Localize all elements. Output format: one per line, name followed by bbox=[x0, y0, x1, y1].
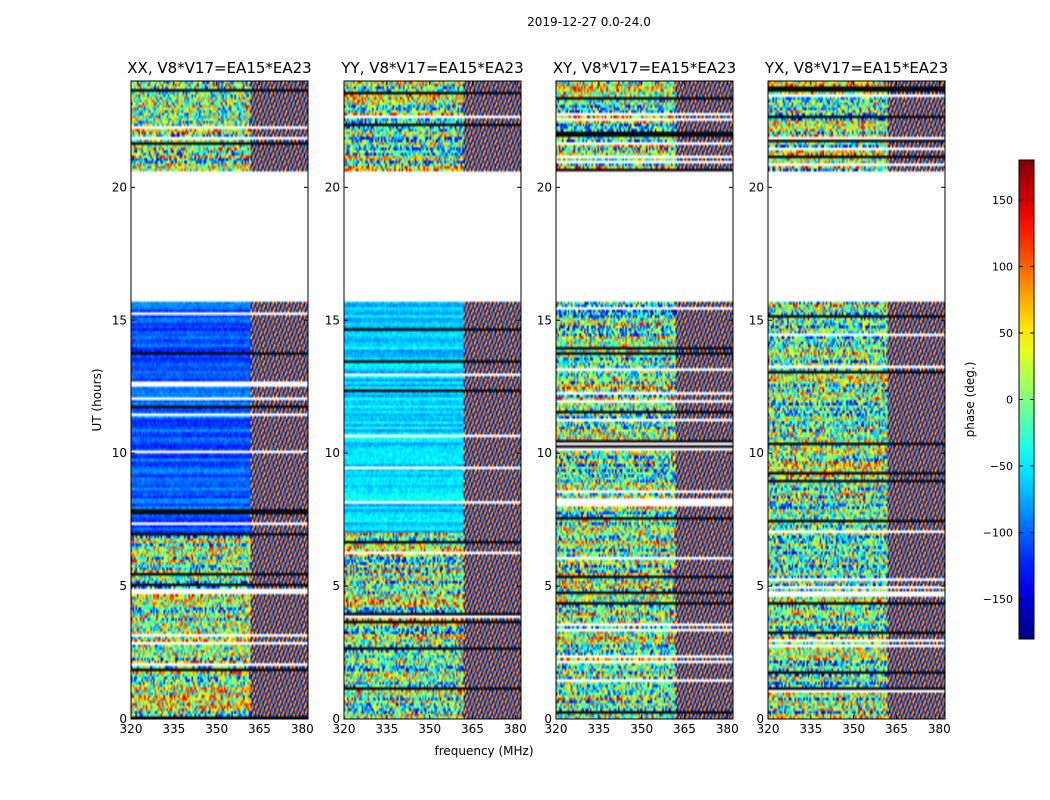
y-tick-label: 5 bbox=[332, 579, 340, 593]
colorbar-tick-label: 50 bbox=[999, 327, 1013, 340]
x-tick-label: 320 bbox=[545, 722, 568, 736]
y-tick-label: 0 bbox=[119, 712, 127, 726]
panel-yx: YX, V8*V17=EA15*EA23 320 335 350 365 380 0 5 10 1… bbox=[749, 59, 951, 736]
y-tick-label: 5 bbox=[756, 579, 764, 593]
heatmap-image bbox=[768, 81, 945, 719]
colorbar-tick-label: 150 bbox=[992, 194, 1013, 207]
y-tick-label: 10 bbox=[749, 446, 764, 460]
x-tick-label: 335 bbox=[162, 722, 185, 736]
y-axis-label: UT (hours) bbox=[90, 368, 104, 431]
panel-frame bbox=[130, 80, 309, 720]
x-tick-label: 350 bbox=[205, 722, 228, 736]
panel-title: YX, V8*V17=EA15*EA23 bbox=[764, 59, 948, 77]
colorbar-tick-label: 100 bbox=[992, 260, 1013, 273]
colorbar-label: phase (deg.) bbox=[963, 362, 977, 438]
y-tick-label: 10 bbox=[325, 446, 340, 460]
heatmap-image bbox=[556, 81, 733, 719]
figure-suptitle: 2019-12-27 0.0-24.0 bbox=[527, 15, 651, 29]
panel-title: XY, V8*V17=EA15*EA23 bbox=[553, 59, 736, 77]
x-tick-label: 365 bbox=[461, 722, 484, 736]
panel-frame bbox=[343, 80, 522, 720]
y-tick-label: 20 bbox=[325, 180, 340, 194]
x-tick-label: 350 bbox=[418, 722, 441, 736]
y-tick-label: 20 bbox=[537, 180, 552, 194]
y-tick-label: 0 bbox=[756, 712, 764, 726]
x-axis-label: frequency (MHz) bbox=[434, 744, 533, 758]
y-tick-label: 0 bbox=[332, 712, 340, 726]
x-tick-label: 320 bbox=[333, 722, 356, 736]
panel-xx: XX, V8*V17=EA15*EA23 320 335 350 365 380 0 5 10 1… bbox=[112, 59, 314, 736]
colorbar-tick-label: −150 bbox=[983, 593, 1013, 606]
y-tick-label: 20 bbox=[749, 180, 764, 194]
panel-frame bbox=[555, 80, 734, 720]
y-tick-label: 10 bbox=[537, 446, 552, 460]
y-tick-label: 15 bbox=[112, 313, 127, 327]
y-tick-label: 15 bbox=[537, 313, 552, 327]
heatmap-image bbox=[344, 81, 521, 719]
x-tick-label: 320 bbox=[120, 722, 143, 736]
heatmap-image bbox=[131, 81, 308, 719]
x-tick-label: 350 bbox=[842, 722, 865, 736]
x-tick-label: 335 bbox=[375, 722, 398, 736]
x-tick-label: 350 bbox=[630, 722, 653, 736]
x-tick-label: 380 bbox=[716, 722, 739, 736]
colorbar: 150 100 50 0 −50 −100 −150 phase (deg.) bbox=[963, 159, 1035, 640]
y-tick-label: 5 bbox=[544, 579, 552, 593]
x-tick-label: 335 bbox=[587, 722, 610, 736]
y-tick-label: 20 bbox=[112, 180, 127, 194]
y-tick-label: 15 bbox=[325, 313, 340, 327]
x-tick-label: 335 bbox=[799, 722, 822, 736]
colorbar-tick-label: 0 bbox=[1006, 394, 1013, 407]
x-tick-label: 365 bbox=[673, 722, 696, 736]
x-tick-label: 380 bbox=[504, 722, 527, 736]
x-tick-label: 380 bbox=[291, 722, 314, 736]
x-tick-label: 320 bbox=[757, 722, 780, 736]
x-tick-label: 365 bbox=[248, 722, 271, 736]
y-tick-label: 10 bbox=[112, 446, 127, 460]
x-tick-label: 365 bbox=[885, 722, 908, 736]
panel-title: YY, V8*V17=EA15*EA23 bbox=[340, 59, 523, 77]
panel-frame bbox=[767, 80, 946, 720]
colorbar-tick-label: −50 bbox=[990, 460, 1013, 473]
y-tick-label: 15 bbox=[749, 313, 764, 327]
x-tick-label: 380 bbox=[928, 722, 951, 736]
y-tick-label: 5 bbox=[119, 579, 127, 593]
colorbar-tick-label: −100 bbox=[983, 527, 1013, 540]
panel-xy: XY, V8*V17=EA15*EA23 320 335 350 365 380 0 5 10 1… bbox=[537, 59, 739, 736]
y-tick-label: 0 bbox=[544, 712, 552, 726]
panel-title: XX, V8*V17=EA15*EA23 bbox=[127, 59, 311, 77]
panels: XX, V8*V17=EA15*EA23 320 335 350 365 380 0 5 10 1… bbox=[112, 59, 951, 736]
panel-yy: YY, V8*V17=EA15*EA23 320 335 350 365 380 0 5 10 1… bbox=[325, 59, 527, 736]
